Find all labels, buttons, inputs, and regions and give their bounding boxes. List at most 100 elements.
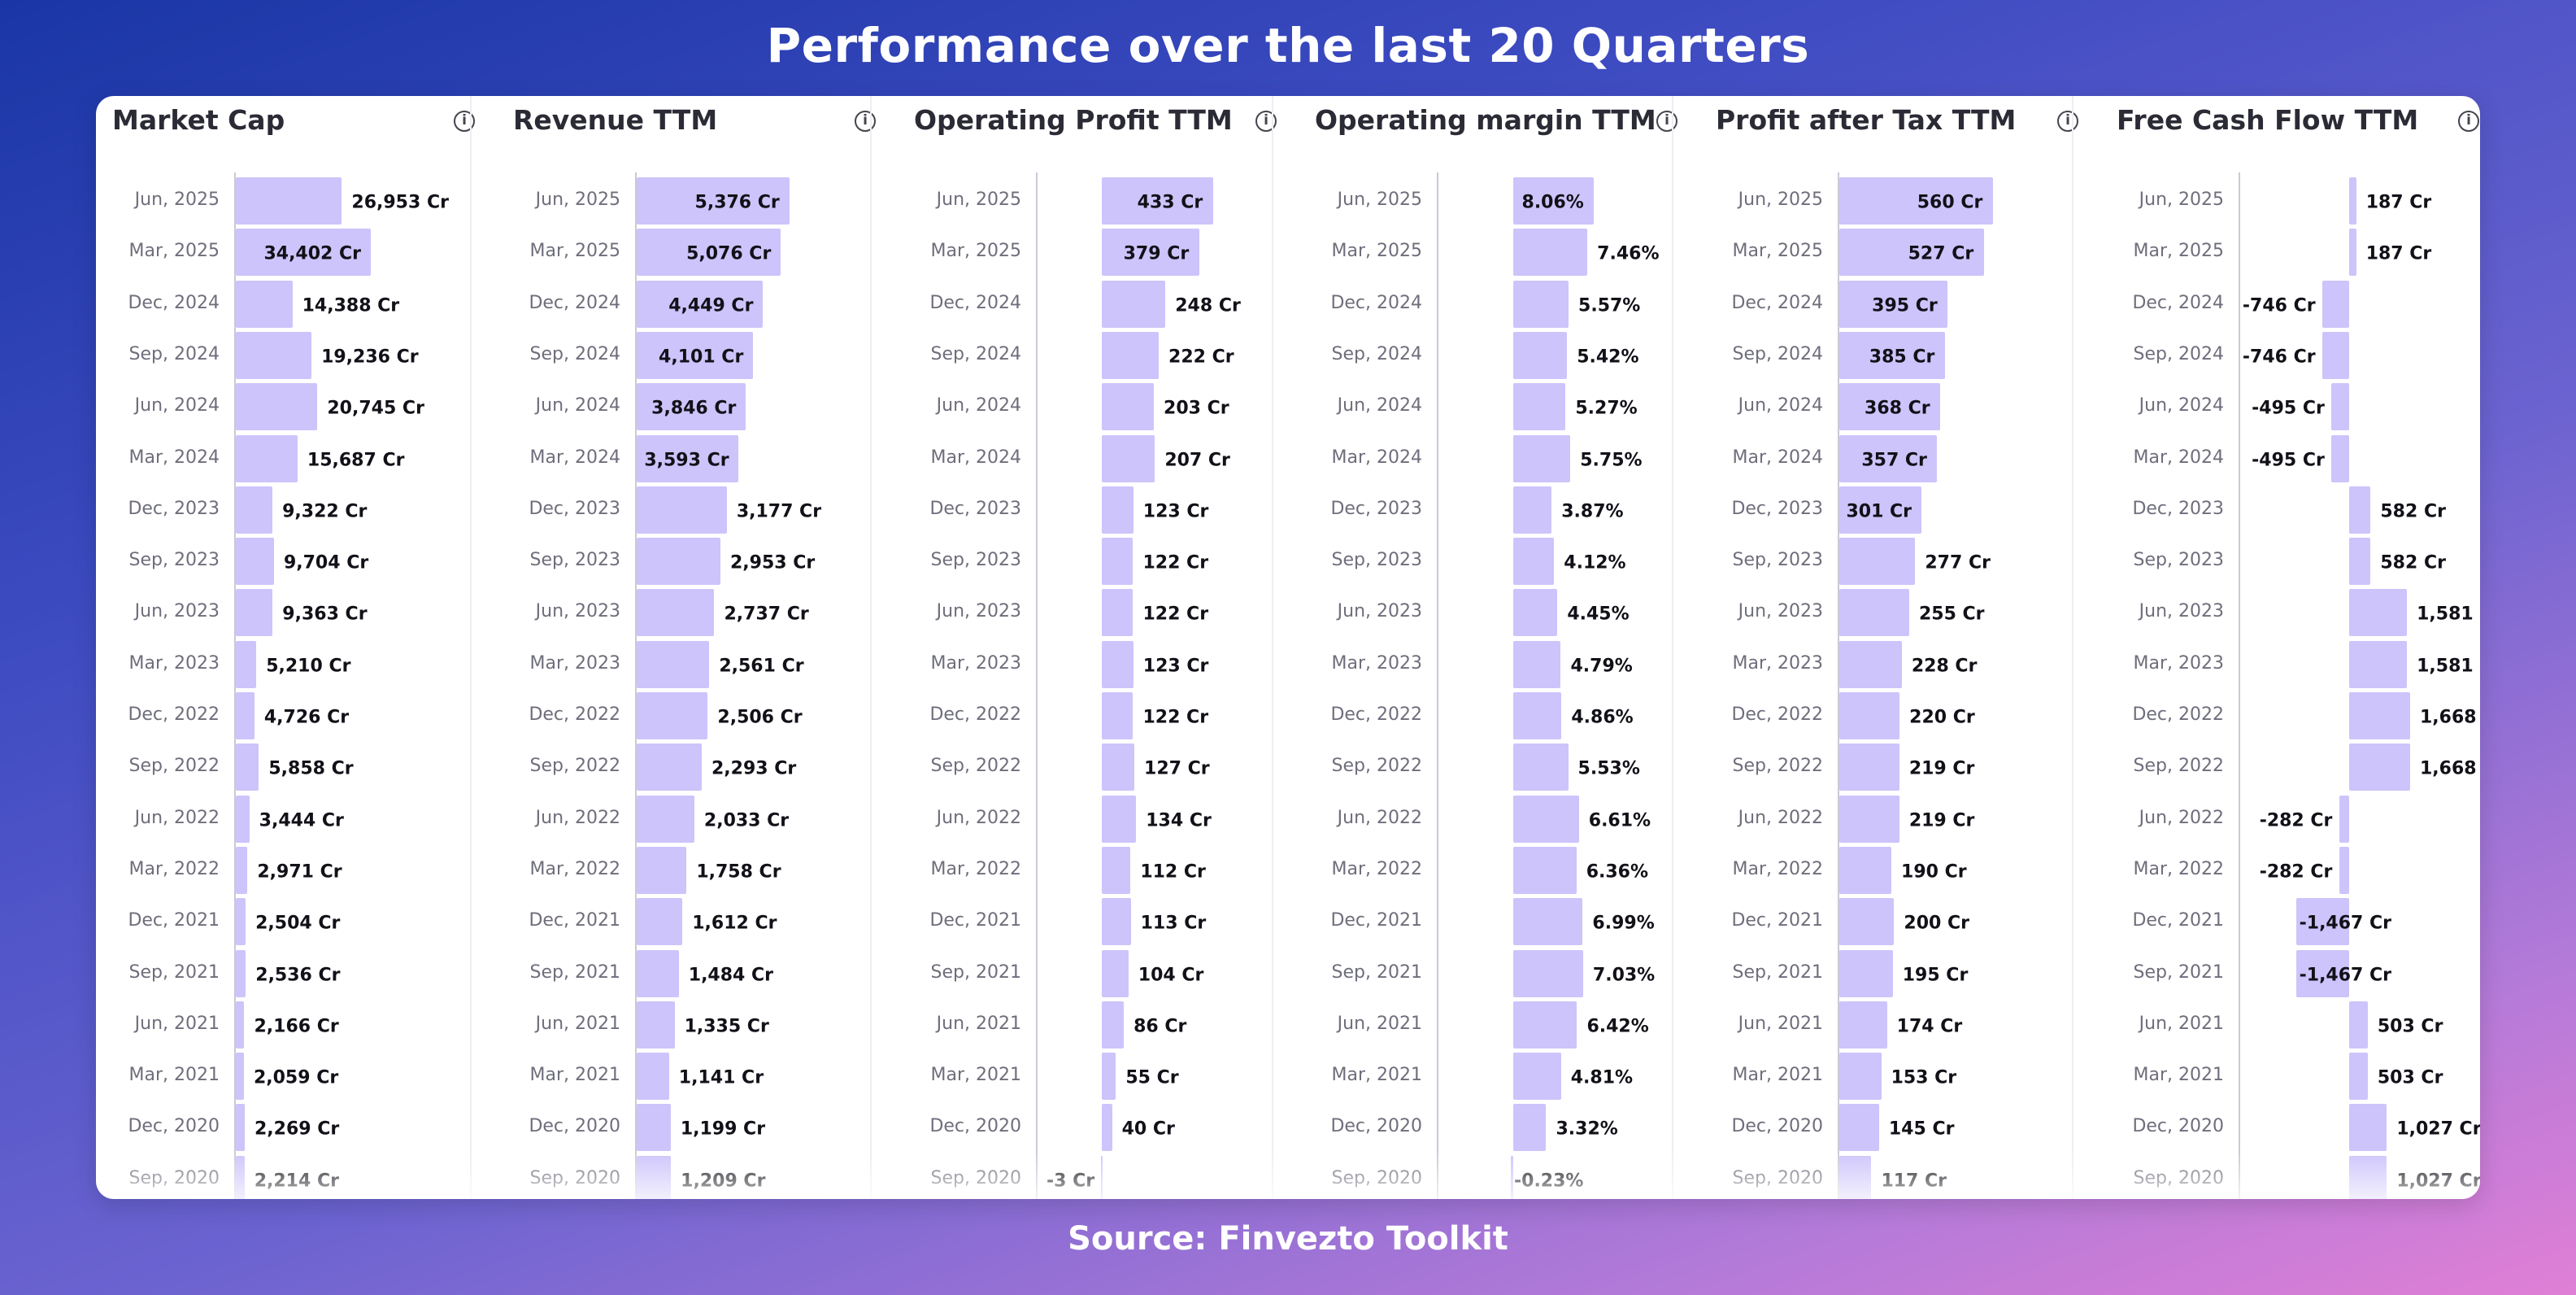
bar[interactable] [1101,434,1155,482]
bar[interactable] [1839,743,1899,791]
bar[interactable] [637,177,790,225]
info-icon[interactable]: i [855,111,876,132]
bar[interactable] [637,229,781,277]
bar[interactable] [1101,949,1129,997]
bar[interactable] [236,331,312,379]
bar[interactable] [2349,1155,2387,1199]
bar[interactable] [1512,383,1566,431]
bar[interactable] [1839,1155,1872,1199]
bar[interactable] [2339,795,2350,843]
bar[interactable] [1839,640,1902,688]
bar[interactable] [236,795,250,843]
bar[interactable] [1101,486,1134,534]
bar[interactable] [1512,280,1569,328]
bar[interactable] [1101,280,1166,328]
bar[interactable] [236,589,273,637]
bar[interactable] [236,280,293,328]
bar[interactable] [637,383,746,431]
bar[interactable] [1101,1155,1103,1199]
bar[interactable] [1512,331,1568,379]
bar[interactable] [637,795,694,843]
bar[interactable] [2331,434,2350,482]
bar[interactable] [236,949,246,997]
bar[interactable] [1512,795,1579,843]
bar[interactable] [1512,229,1588,277]
bar[interactable] [1101,898,1131,946]
bar[interactable] [1511,1155,1513,1199]
bar[interactable] [1512,538,1555,586]
bar[interactable] [637,1053,669,1101]
bar[interactable] [236,692,255,739]
bar[interactable] [1512,640,1561,688]
bar[interactable] [1101,589,1134,637]
bar[interactable] [2349,1001,2368,1049]
bar[interactable] [637,280,764,328]
bar[interactable] [1512,743,1569,791]
bar[interactable] [1101,743,1135,791]
bar[interactable] [1839,434,1938,482]
bar[interactable] [1839,486,1922,534]
bar[interactable] [2295,949,2350,997]
bar[interactable] [1512,434,1571,482]
bar[interactable] [2349,1053,2368,1101]
bar[interactable] [236,229,372,277]
bar[interactable] [1101,538,1134,586]
bar[interactable] [236,1104,245,1152]
bar[interactable] [236,898,246,946]
bar[interactable] [2349,692,2410,739]
bar[interactable] [236,743,259,791]
info-icon[interactable]: i [454,111,475,132]
bar[interactable] [637,538,720,586]
bar[interactable] [236,434,298,482]
bar[interactable] [236,640,257,688]
info-icon[interactable]: i [1656,111,1677,132]
bar[interactable] [1839,1104,1879,1152]
bar[interactable] [1101,229,1199,277]
bar[interactable] [1101,846,1131,894]
bar[interactable] [2295,898,2350,946]
bar[interactable] [1101,1104,1112,1152]
bar[interactable] [1512,1053,1561,1101]
bar[interactable] [236,486,273,534]
bar[interactable] [2349,538,2371,586]
bar[interactable] [1101,331,1160,379]
bar[interactable] [2349,743,2410,791]
bar[interactable] [1512,692,1562,739]
info-icon[interactable]: i [2057,111,2078,132]
bar[interactable] [637,846,687,894]
bar[interactable] [1839,589,1909,637]
bar[interactable] [637,331,754,379]
bar[interactable] [637,434,739,482]
bar[interactable] [236,383,318,431]
bar[interactable] [236,1001,245,1049]
bar[interactable] [2349,589,2408,637]
bar[interactable] [2321,331,2350,379]
bar[interactable] [1101,795,1137,843]
bar[interactable] [1839,898,1895,946]
bar[interactable] [1839,795,1899,843]
bar[interactable] [1512,177,1594,225]
bar[interactable] [1101,1001,1125,1049]
bar[interactable] [1101,640,1134,688]
bar[interactable] [637,1001,675,1049]
bar[interactable] [1101,692,1134,739]
bar[interactable] [236,1053,244,1101]
bar[interactable] [1512,1104,1547,1152]
bar[interactable] [637,898,683,946]
bar[interactable] [637,743,702,791]
bar[interactable] [1839,280,1948,328]
bar[interactable] [236,538,274,586]
bar[interactable] [637,486,727,534]
bar[interactable] [1839,177,1993,225]
bar[interactable] [2331,383,2350,431]
bar[interactable] [1101,177,1213,225]
bar[interactable] [1839,383,1941,431]
bar[interactable] [1512,846,1577,894]
bar[interactable] [1512,589,1558,637]
bar[interactable] [1839,331,1945,379]
bar[interactable] [637,589,715,637]
bar[interactable] [1839,538,1916,586]
bar[interactable] [2349,229,2356,277]
bar[interactable] [2349,1104,2387,1152]
bar[interactable] [637,1155,672,1199]
